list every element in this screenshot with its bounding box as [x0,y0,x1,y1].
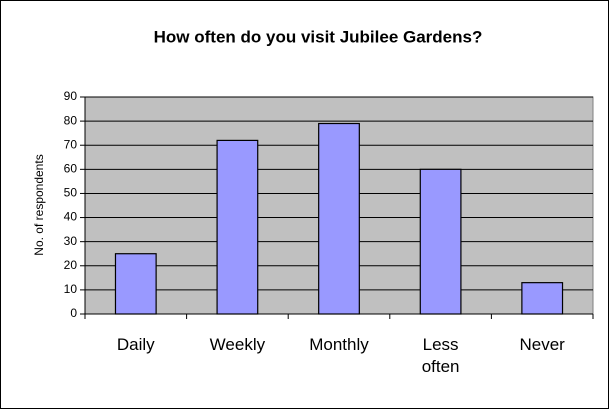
bar [419,168,462,315]
y-tick-label: 0 [70,306,77,320]
x-tick-label-box: Less often [421,335,460,376]
x-tick-label: Never [519,335,565,354]
x-tick-label: Monthly [309,335,369,354]
chart-title: How often do you visit Jubilee Gardens? [154,27,483,46]
bar [521,282,564,315]
y-tick-label: 60 [64,162,78,176]
x-tick-label-box: Monthly [309,335,369,354]
x-tick-label: Weekly [209,335,266,354]
y-tick-label: 50 [64,186,78,200]
bar [318,122,360,315]
x-tick-label-box: Weekly [209,335,266,354]
bar [216,139,259,315]
y-tick-label: 10 [64,282,78,296]
y-tick-label: 40 [64,210,78,224]
x-tick-label-box: Daily [116,335,155,354]
y-axis-label: No. of respondents [32,154,46,255]
x-tick-label: Daily [116,335,155,354]
y-tick-label: 20 [64,258,78,272]
y-tick-label: 70 [64,137,78,151]
x-tick-label-box: Never [519,335,565,354]
y-tick-label: 90 [64,89,78,103]
bar [114,253,157,315]
y-tick-label: 80 [64,113,78,127]
y-tick-label: 30 [64,234,78,248]
x-tick-label: Less often [421,335,460,376]
